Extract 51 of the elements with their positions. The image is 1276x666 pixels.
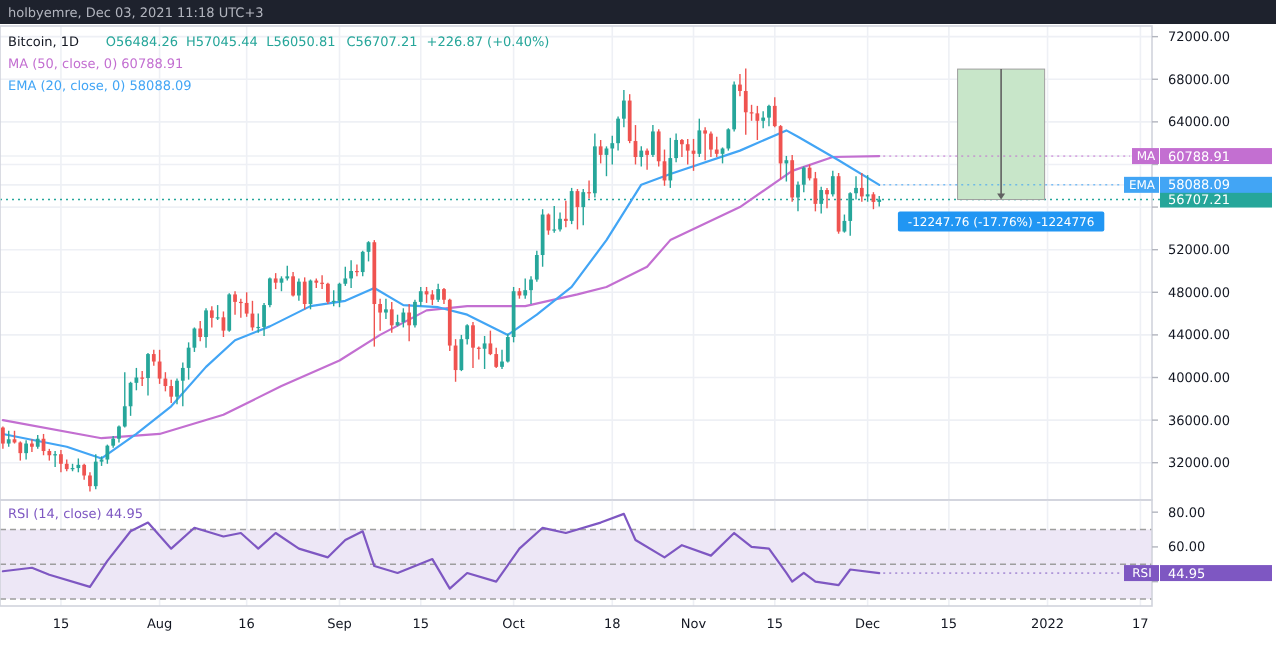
candlestick <box>685 138 690 166</box>
candlestick <box>204 307 208 349</box>
candlestick <box>639 145 644 168</box>
candlestick <box>755 105 760 141</box>
candlestick <box>563 199 568 229</box>
candlestick <box>233 290 237 316</box>
candlestick <box>436 283 441 303</box>
candlestick <box>680 138 684 158</box>
candlestick <box>569 187 574 225</box>
candlestick <box>1 425 5 450</box>
candlestick <box>482 335 487 370</box>
candlestick <box>169 378 174 404</box>
candlestick <box>651 124 655 158</box>
candlestick <box>668 137 673 189</box>
candlestick <box>326 282 330 305</box>
candlestick <box>349 259 353 289</box>
candlestick <box>227 292 232 333</box>
candlestick <box>552 205 557 234</box>
candlestick <box>830 170 835 198</box>
candlestick <box>88 471 92 493</box>
candlestick <box>389 301 394 334</box>
candlestick <box>714 136 719 158</box>
candlestick <box>146 352 150 397</box>
candlestick <box>784 155 789 183</box>
candlestick <box>291 271 295 298</box>
candlestick <box>24 439 28 461</box>
candlestick <box>790 154 795 203</box>
candlestick <box>105 443 110 465</box>
candlestick <box>767 104 771 127</box>
candlestick <box>198 320 203 342</box>
candlestick <box>825 187 829 209</box>
candlestick <box>384 297 388 320</box>
candlestick <box>209 305 214 329</box>
candlestick <box>30 438 34 453</box>
candlestick <box>407 303 412 342</box>
candlestick <box>743 67 748 136</box>
candlestick <box>558 211 562 233</box>
candlestick <box>703 126 708 161</box>
candlestick <box>697 117 702 158</box>
candlestick <box>93 453 98 491</box>
candlestick <box>297 277 301 302</box>
candlestick <box>59 449 63 474</box>
candlestick <box>523 277 528 300</box>
candlestick <box>761 110 766 129</box>
candlestick <box>645 147 649 171</box>
candlestick <box>401 307 406 329</box>
candlestick <box>709 130 713 158</box>
candlestick <box>859 172 864 203</box>
candlestick <box>598 139 603 165</box>
candlestick <box>471 321 475 369</box>
candlestick <box>302 276 307 311</box>
